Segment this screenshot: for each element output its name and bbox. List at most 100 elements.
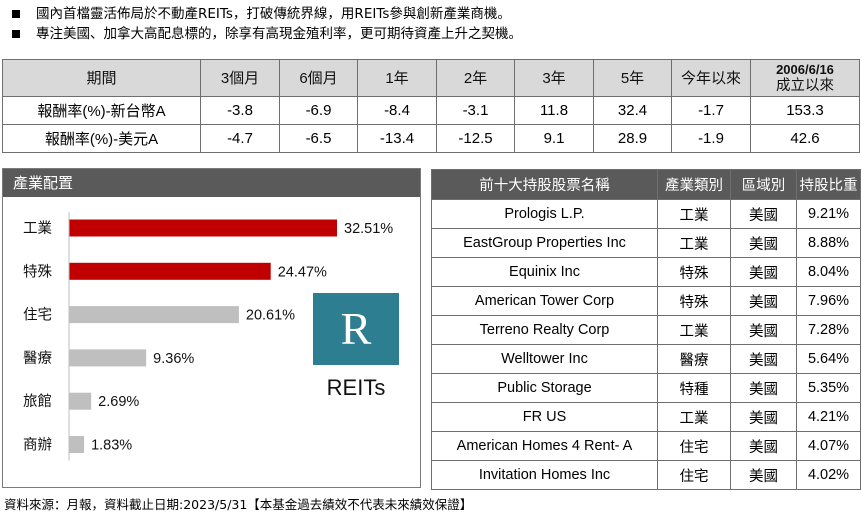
reits-logo-caption: REITs	[326, 375, 386, 400]
holding-name-cell: Equinix Inc	[431, 257, 658, 287]
bullet-item: 國內首檔靈活佈局於不動產REITs，打破傳統界線，用REITs參與創新產業商機。	[12, 4, 852, 24]
cell: 9.1	[514, 124, 594, 153]
source-footnote: 資料來源：月報，資料截止日期:2023/5/31【本基金過去績效不代表未來績效保…	[4, 497, 473, 512]
cell: 11.8	[514, 96, 594, 125]
header-region: 區域別	[730, 169, 797, 200]
intro-bullets: 國內首檔靈活佈局於不動產REITs，打破傳統界線，用REITs參與創新產業商機。…	[12, 4, 852, 44]
header-6m: 6個月	[279, 59, 358, 97]
holding-weight-cell: 4.21%	[796, 402, 861, 432]
cell: -3.1	[436, 96, 515, 125]
cell: -12.5	[436, 124, 515, 153]
holding-region-cell: 美國	[730, 199, 797, 229]
row-label: 報酬率(%)-美元A	[2, 124, 201, 153]
holding-weight-cell: 8.88%	[796, 228, 861, 258]
category-label: 特殊	[23, 263, 52, 280]
category-label: 旅館	[23, 393, 52, 410]
holding-sector-cell: 特殊	[657, 286, 731, 316]
holding-name-cell: Terreno Realty Corp	[431, 315, 658, 345]
square-bullet-icon	[12, 30, 20, 38]
bar-value-label: 1.83%	[91, 438, 132, 454]
allocation-bar	[69, 219, 337, 237]
table-row: Equinix Inc 特殊 美國 8.04%	[431, 257, 861, 287]
holding-region-cell: 美國	[730, 402, 797, 432]
table-row: American Tower Corp 特殊 美國 7.96%	[431, 286, 861, 316]
table-row: Prologis L.P. 工業 美國 9.21%	[431, 199, 861, 229]
holding-name-cell: American Tower Corp	[431, 286, 658, 316]
holding-sector-cell: 特殊	[657, 257, 731, 287]
header-weight: 持股比重	[796, 169, 861, 200]
holding-sector-cell: 工業	[657, 199, 731, 229]
header-5y: 5年	[593, 59, 672, 97]
allocation-bar	[69, 262, 271, 280]
holding-name-cell: FR US	[431, 402, 658, 432]
bar-value-label: 32.51%	[344, 221, 393, 237]
table-row: Invitation Homes Inc 住宅 美國 4.02%	[431, 460, 861, 490]
allocation-bar	[69, 349, 147, 367]
category-label: 醫療	[23, 350, 52, 367]
cell: 28.9	[593, 124, 672, 153]
header-1y: 1年	[357, 59, 437, 97]
table-row: American Homes 4 Rent- A 住宅 美國 4.07%	[431, 431, 861, 461]
header-since-inception: 2006/6/16 成立以來	[750, 59, 860, 97]
holding-weight-cell: 7.96%	[796, 286, 861, 316]
cell: -1.9	[671, 124, 751, 153]
holding-weight-cell: 8.04%	[796, 257, 861, 287]
cell: 42.6	[750, 124, 860, 153]
cell: 153.3	[750, 96, 860, 125]
holdings-header-row: 前十大持股股票名稱 產業類別 區域別 持股比重	[431, 169, 861, 200]
holding-name-cell: Public Storage	[431, 373, 658, 403]
holding-region-cell: 美國	[730, 344, 797, 374]
holding-region-cell: 美國	[730, 460, 797, 490]
header-holding-name: 前十大持股股票名稱	[431, 169, 658, 200]
bar-value-label: 2.69%	[98, 394, 139, 410]
header-3m: 3個月	[200, 59, 280, 97]
table-row: EastGroup Properties Inc 工業 美國 8.88%	[431, 228, 861, 258]
square-bullet-icon	[12, 10, 20, 18]
cell: -4.7	[200, 124, 280, 153]
cell: -3.8	[200, 96, 280, 125]
header-ytd: 今年以來	[671, 59, 751, 97]
cell: -6.9	[279, 96, 358, 125]
returns-table: 期間 3個月 6個月 1年 2年 3年 5年 今年以來 2006/6/16 成立…	[2, 59, 860, 153]
category-label: 住宅	[23, 307, 52, 324]
holding-sector-cell: 住宅	[657, 431, 731, 461]
holding-sector-cell: 工業	[657, 315, 731, 345]
allocation-bar-chart: 工業 32.51% 特殊 24.47% 住宅 20.61% 醫療 9.36% 旅館 2.69% 商辦…	[23, 212, 393, 461]
allocation-bar	[69, 306, 239, 324]
holding-weight-cell: 4.02%	[796, 460, 861, 490]
allocation-bar	[69, 436, 85, 453]
cell: -13.4	[357, 124, 437, 153]
bullet-text: 國內首檔靈活佈局於不動產REITs，打破傳統界線，用REITs參與創新產業商機。	[36, 6, 511, 22]
holding-sector-cell: 醫療	[657, 344, 731, 374]
bullet-item: 專注美國、加拿大高配息標的，除享有高現金殖利率，更可期待資產上升之契機。	[12, 24, 852, 44]
holding-region-cell: 美國	[730, 431, 797, 461]
holding-name-cell: American Homes 4 Rent- A	[431, 431, 658, 461]
table-row: Terreno Realty Corp 工業 美國 7.28%	[431, 315, 861, 345]
top-holdings-table: 前十大持股股票名稱 產業類別 區域別 持股比重 Prologis L.P. 工業美…	[431, 169, 861, 490]
holding-sector-cell: 工業	[657, 228, 731, 258]
holding-region-cell: 美國	[730, 373, 797, 403]
inception-date: 2006/6/16	[776, 62, 834, 77]
holding-name-cell: Welltower Inc	[431, 344, 658, 374]
holding-weight-cell: 4.07%	[796, 431, 861, 461]
table-row: Welltower Inc 醫療 美國 5.64%	[431, 344, 861, 374]
reits-logo: R	[313, 293, 399, 365]
bar-value-label: 24.47%	[278, 264, 327, 280]
holding-sector-cell: 特種	[657, 373, 731, 403]
cell: 32.4	[593, 96, 672, 125]
header-period: 期間	[2, 59, 201, 97]
holding-weight-cell: 7.28%	[796, 315, 861, 345]
holding-sector-cell: 工業	[657, 402, 731, 432]
header-2y: 2年	[436, 59, 515, 97]
holding-name-cell: EastGroup Properties Inc	[431, 228, 658, 258]
category-label: 工業	[23, 220, 52, 237]
table-row: FR US 工業 美國 4.21%	[431, 402, 861, 432]
cell: -1.7	[671, 96, 751, 125]
header-3y: 3年	[514, 59, 594, 97]
table-row: 報酬率(%)-美元A -4.7 -6.5 -13.4 -12.5 9.1 28.…	[2, 124, 860, 153]
holding-weight-cell: 5.64%	[796, 344, 861, 374]
bullet-text: 專注美國、加拿大高配息標的，除享有高現金殖利率，更可期待資產上升之契機。	[36, 26, 522, 42]
cell: -6.5	[279, 124, 358, 153]
returns-header-row: 期間 3個月 6個月 1年 2年 3年 5年 今年以來 2006/6/16 成立…	[2, 59, 860, 97]
holding-weight-cell: 5.35%	[796, 373, 861, 403]
